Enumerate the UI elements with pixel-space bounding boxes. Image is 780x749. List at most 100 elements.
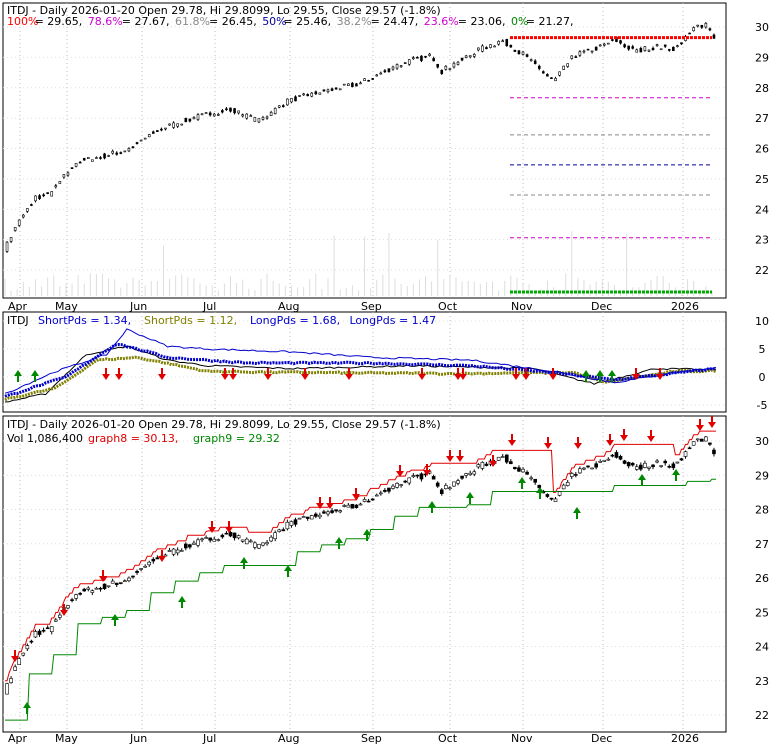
- price-candle: [428, 53, 431, 56]
- price-candle: [562, 65, 565, 70]
- graph9-label: graph9 = 29.32: [193, 432, 280, 445]
- signal-candle: [98, 587, 103, 590]
- signal-candle: [224, 532, 229, 535]
- signal-candle: [630, 462, 635, 466]
- signal-candle: [297, 517, 302, 520]
- price-candle: [151, 131, 155, 134]
- sell-arrow-stem: [623, 429, 625, 435]
- fib-legend-value: = 26.45,: [209, 15, 257, 28]
- buy-arrow: [518, 477, 526, 483]
- sell-arrow-stem: [492, 455, 494, 461]
- price-candle: [432, 58, 435, 62]
- signal-candle: [602, 459, 607, 462]
- signal-candle: [289, 521, 294, 526]
- sell-arrow-stem: [399, 465, 401, 471]
- signal-candle: [655, 460, 659, 463]
- price-candle: [107, 155, 110, 157]
- price-candle: [245, 113, 249, 119]
- signal-candle: [496, 456, 501, 461]
- price-axis-tick: 30: [755, 21, 769, 34]
- price-candle: [420, 55, 423, 62]
- price-candle: [456, 61, 460, 65]
- sell-arrow: [512, 374, 520, 380]
- signal-candle: [667, 465, 672, 468]
- signal-candle: [188, 544, 192, 548]
- price-candle: [249, 115, 253, 117]
- price-candle: [582, 50, 586, 53]
- sell-arrow: [225, 527, 233, 533]
- price-candle: [521, 51, 525, 55]
- month-label: 2026: [671, 732, 699, 745]
- price-candle: [91, 159, 94, 162]
- sell-arrow-stem: [105, 368, 107, 374]
- month-label: Apr: [8, 732, 28, 745]
- signal-candle: [167, 550, 172, 552]
- signal-candle: [265, 542, 269, 545]
- signal-candle: [444, 485, 448, 490]
- price-axis-tick: 23: [755, 234, 769, 247]
- month-label: Oct: [438, 300, 458, 313]
- price-candle: [330, 88, 334, 91]
- signal-candle: [594, 463, 598, 468]
- sell-arrow: [522, 374, 530, 380]
- price-candle: [62, 174, 66, 178]
- signal-candle: [5, 683, 9, 695]
- signal-candle: [500, 456, 505, 458]
- signal-candle: [699, 438, 704, 442]
- sell-arrow: [459, 374, 467, 380]
- month-label: Dec: [591, 300, 612, 313]
- signal-candle: [606, 458, 611, 461]
- signal-candle: [82, 588, 87, 592]
- price-candle: [237, 110, 240, 114]
- buy-arrow-stem: [17, 376, 19, 382]
- signal-candle: [431, 476, 436, 480]
- signal-candle: [318, 514, 322, 518]
- price-candle: [265, 116, 269, 119]
- signal-axis-tick: 22: [755, 709, 769, 722]
- price-candle: [566, 63, 570, 67]
- price-candle: [676, 45, 679, 47]
- price-candle: [667, 49, 671, 51]
- price-candle: [66, 172, 70, 176]
- sell-arrow: [264, 374, 272, 380]
- price-candle: [542, 71, 545, 74]
- price-candle: [257, 118, 261, 123]
- price-candle: [229, 107, 232, 112]
- signal-candle: [574, 474, 578, 476]
- volume-label: Vol 1,086,400: [7, 432, 83, 445]
- price-candle: [277, 105, 281, 108]
- signal-candle: [586, 465, 590, 468]
- price-candle: [42, 194, 45, 197]
- month-label: Jul: [202, 300, 216, 313]
- signal-candle: [208, 537, 212, 541]
- sell-arrow-stem: [462, 368, 464, 374]
- signal-candle: [565, 482, 570, 486]
- signal-candle: [626, 462, 631, 467]
- signal-candle: [9, 678, 13, 684]
- signal-candle: [383, 489, 387, 492]
- signal-candle: [74, 594, 78, 599]
- price-candle: [46, 192, 49, 194]
- signal-candle: [90, 590, 95, 593]
- signal-candle: [58, 614, 62, 618]
- price-candle: [139, 139, 143, 142]
- signal-candle: [139, 568, 143, 570]
- price-candle: [21, 214, 25, 218]
- buy-arrow: [335, 537, 343, 543]
- price-candle: [241, 114, 244, 117]
- signal-candle: [704, 436, 708, 442]
- osc-axis-tick: 0: [759, 371, 766, 384]
- price-candle: [611, 39, 614, 41]
- price-candle: [221, 110, 224, 113]
- signal-candle: [66, 605, 70, 609]
- signal-candle: [374, 494, 379, 497]
- price-candle: [208, 112, 212, 116]
- signal-candle: [131, 575, 135, 578]
- price-candle: [176, 123, 179, 127]
- price-candle: [578, 51, 582, 56]
- signal-candle: [305, 516, 310, 519]
- month-label: Oct: [438, 732, 458, 745]
- price-candle: [217, 114, 220, 116]
- sell-arrow: [418, 374, 426, 380]
